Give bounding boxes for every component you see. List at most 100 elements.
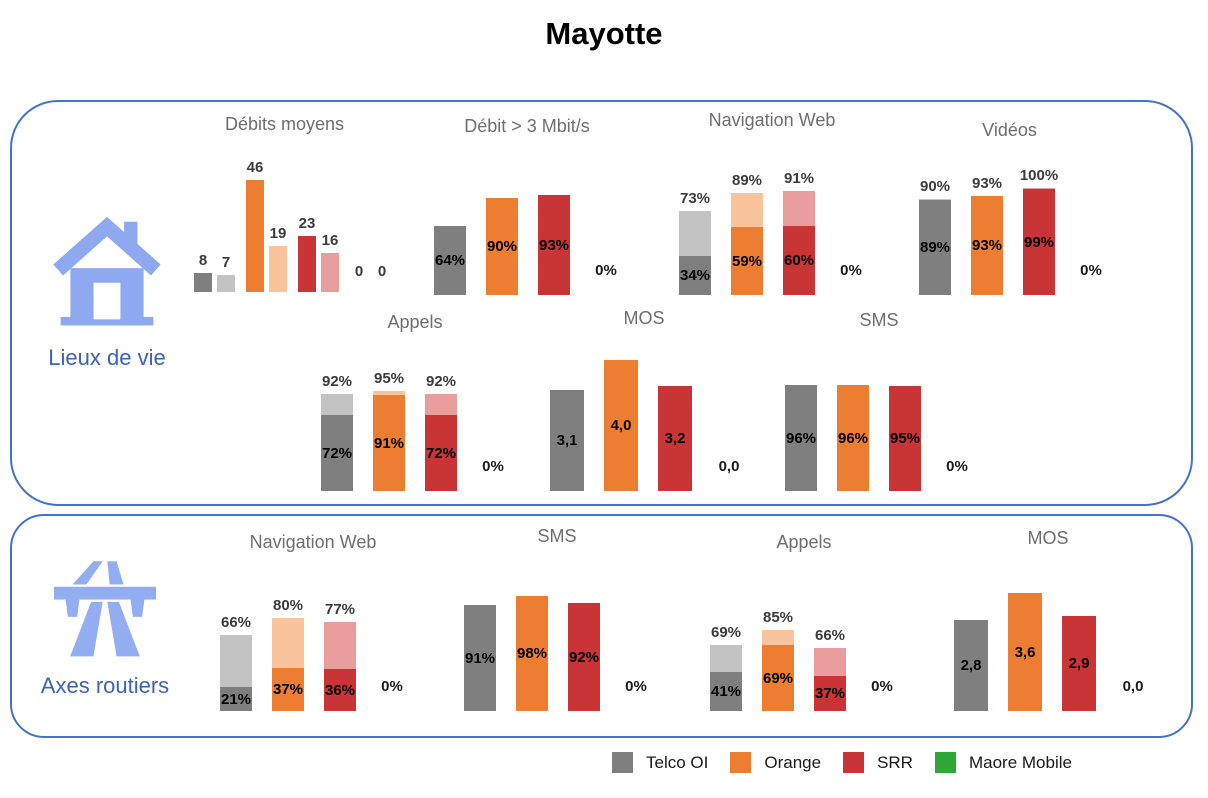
- bar-srr: 72% 92%: [425, 373, 457, 491]
- zero-value-label: 0%: [625, 678, 647, 695]
- panel-axes-routiers: Axes routiers Navigation Web 21% 66% 37% 80…: [10, 514, 1193, 738]
- bar-telco-oi: 34% 73%: [679, 185, 711, 295]
- bar-telco-oi: 7: [217, 180, 235, 292]
- chart-videos: Vidéos 89% 90% 93% 93% 99% 100% 0%: [907, 120, 1112, 295]
- bar-inside-label: 69%: [762, 669, 794, 687]
- chart-title: SMS: [537, 526, 577, 546]
- bar-total-label: 73%: [679, 190, 711, 207]
- chart-mos-axes: MOS 2,8 3,6 2,9 0,0: [942, 528, 1154, 711]
- bar-inside-label: 93%: [971, 237, 1003, 254]
- bar-total-label: 66%: [814, 627, 846, 644]
- bar-telco-oi: 41% 69%: [710, 601, 742, 711]
- chart-navigation-web-lieux: Navigation Web 34% 73% 59% 89% 60% 91% 0%: [667, 110, 877, 295]
- panel-label-axes-routiers: Axes routiers: [40, 673, 170, 698]
- bar-telco-oi: 21% 66%: [220, 601, 252, 711]
- bar-srr: 37% 66%: [814, 601, 846, 711]
- bar-inside-label: 96%: [785, 429, 817, 447]
- zero-value-label: 0%: [1080, 262, 1102, 279]
- bar-inside-label: 34%: [679, 267, 711, 284]
- bar-total-label: 90%: [919, 178, 951, 195]
- bar-maore-mobile: 0%: [835, 185, 867, 295]
- bar-inside-label: 95%: [889, 430, 921, 447]
- chart-plot: 89% 90% 93% 93% 99% 100% 0%: [907, 167, 1112, 295]
- bar-srr: 16: [321, 180, 339, 292]
- chart-navigation-web-axes: Navigation Web 21% 66% 37% 80% 36% 77% 0%: [208, 532, 418, 711]
- bar-total-label: 77%: [324, 601, 356, 618]
- bar-inside-label: 2,8: [960, 657, 982, 674]
- bar-orange: 98%: [516, 596, 548, 711]
- bar-maore-mobile: 0%: [941, 381, 973, 491]
- zero-value-label: 0%: [381, 678, 403, 695]
- chart-title: Navigation Web: [249, 532, 377, 552]
- bar-srr: 95%: [889, 381, 921, 491]
- bar-total-label: 85%: [762, 609, 794, 626]
- panel-side-lieux-de-vie: Lieux de vie: [32, 212, 182, 371]
- bar-inside-label: 2,9: [1068, 655, 1090, 672]
- legend-label: Maore Mobile: [968, 752, 1072, 772]
- bar-inside-label: 4,0: [610, 417, 632, 434]
- legend-item-maore-mobile: Maore Mobile: [934, 752, 1072, 773]
- bar-inside-label: 3,2: [664, 430, 686, 447]
- bar-inside-label: 99%: [1023, 233, 1055, 251]
- bar-maore-mobile: 0,0: [1116, 564, 1150, 711]
- bar-maore-mobile: 0,0: [712, 344, 746, 491]
- bar-orange: 91% 95%: [373, 370, 405, 491]
- bar-inside-label: 3,1: [556, 432, 578, 449]
- panel-side-axes-routiers: Axes routiers: [30, 544, 180, 699]
- bar-maore-mobile: 0%: [866, 601, 898, 711]
- bar-value-label: 7: [221, 254, 231, 271]
- chart-title: Appels: [776, 532, 832, 552]
- bar-value-label: 19: [269, 225, 287, 242]
- bar-total-label: 92%: [321, 373, 353, 390]
- chart-debit-3mbits: Débit > 3 Mbit/s 64% 90% 93% 0%: [422, 116, 632, 295]
- bar-inside-label: 93%: [538, 236, 570, 254]
- zero-value-label: 0%: [595, 262, 617, 279]
- bar-value-label: 0: [377, 263, 387, 280]
- bar-orange: 19: [269, 180, 287, 292]
- legend-item-orange: Orange: [730, 752, 821, 773]
- bar-total-label: 95%: [373, 370, 405, 387]
- bar-total-label: 91%: [783, 170, 815, 187]
- legend-label: Orange: [764, 752, 822, 772]
- bar-maore-mobile: 0%: [620, 601, 652, 711]
- bar-value-label: 46: [246, 159, 264, 176]
- bar-inside-label: 59%: [731, 252, 763, 270]
- legend-swatch-icon: [730, 752, 752, 773]
- bar-inside-label: 72%: [425, 444, 457, 462]
- bar-srr: 92%: [568, 601, 600, 711]
- bar-telco-oi: 64%: [434, 185, 466, 295]
- bar-inside-label: 21%: [220, 690, 252, 708]
- bar-inside-label: 72%: [321, 444, 353, 462]
- chart-title: Débit > 3 Mbit/s: [464, 116, 590, 136]
- bar-inside-label: 64%: [434, 252, 466, 269]
- chart-title: Vidéos: [982, 120, 1037, 140]
- bar-total-label: 69%: [710, 624, 742, 641]
- bar-inside-label: 90%: [486, 238, 518, 255]
- chart-plot: 96% 96% 95% 0%: [773, 381, 985, 491]
- house-icon: [53, 216, 161, 326]
- bar-inside-label: 37%: [272, 681, 304, 698]
- bar-total-label: 80%: [272, 597, 304, 614]
- bar-maore-mobile: 0%: [376, 601, 408, 711]
- bar-srr: 23: [298, 180, 316, 292]
- bar-inside-label: 89%: [919, 239, 951, 256]
- bar-maore-mobile: 0%: [477, 381, 509, 491]
- bar-srr: 3,2: [658, 344, 692, 491]
- chart-sms-axes: SMS 91% 98% 92% 0%: [452, 526, 662, 711]
- bar-inside-label: 96%: [837, 429, 869, 447]
- zero-value-label: 0%: [840, 262, 862, 279]
- chart-appels-lieux: Appels 72% 92% 91% 95% 72% 92% 0%: [309, 312, 521, 491]
- chart-plot: 41% 69% 69% 85% 37% 66% 0%: [698, 601, 910, 711]
- bar-telco-oi: 96%: [785, 381, 817, 491]
- bar-srr: 2,9: [1062, 564, 1096, 711]
- bar-value-label: 0: [354, 263, 364, 280]
- bar-inside-label: 92%: [568, 648, 600, 666]
- bar-telco-oi: 8: [194, 180, 212, 292]
- chart-appels-axes: Appels 41% 69% 69% 85% 37% 66% 0%: [698, 532, 910, 711]
- chart-plot: 2,8 3,6 2,9 0,0: [942, 564, 1154, 711]
- chart-sms-lieux: SMS 96% 96% 95% 0%: [773, 310, 985, 491]
- zero-value-label: 0%: [946, 458, 968, 475]
- bar-telco-oi: 2,8: [954, 564, 988, 711]
- chart-title: MOS: [1027, 528, 1069, 548]
